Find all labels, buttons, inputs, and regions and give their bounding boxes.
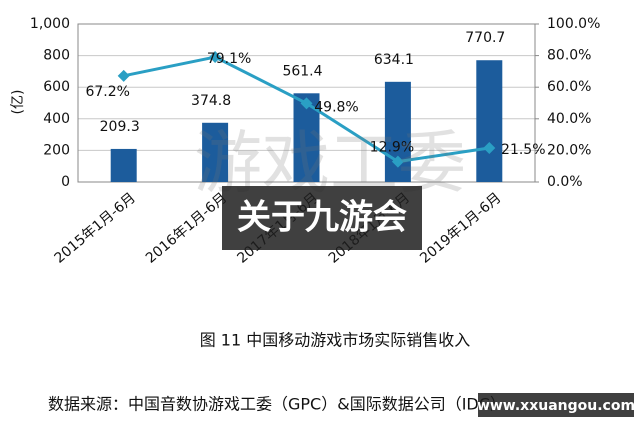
line-marker [300, 97, 313, 110]
y-tick-label: 600 [43, 79, 70, 95]
source: 数据来源：中国音数协游戏工委（GPC）&国际数据公司（IDC） [48, 395, 506, 414]
line-marker [391, 155, 404, 168]
banner-text: 关于九游会 [237, 198, 407, 238]
y-tick-label: 400 [43, 111, 70, 127]
bar [476, 60, 503, 182]
y2-tick-label: 60.0% [547, 79, 591, 95]
y-axis-label: (亿) [10, 90, 26, 115]
y2-tick-label: 20.0% [547, 142, 591, 158]
line-marker [483, 142, 496, 155]
y2-tick-label: 0.0% [547, 174, 583, 190]
bar-label: 770.7 [465, 30, 505, 46]
bar-label: 374.8 [191, 93, 231, 109]
line-label: 49.8% [314, 99, 358, 115]
y-tick-label: 800 [43, 48, 70, 64]
line-label: 79.1% [207, 51, 251, 67]
y-tick-label: 1,000 [30, 16, 70, 32]
line-label: 12.9% [370, 140, 414, 156]
bar-label: 634.1 [374, 52, 414, 68]
line-label: 67.2% [85, 84, 129, 100]
y-tick-label: 200 [43, 142, 70, 158]
bar [202, 122, 229, 182]
y2-tick-label: 100.0% [547, 16, 600, 32]
banner-box [222, 186, 422, 250]
website-box [478, 393, 634, 417]
line-marker [117, 69, 130, 82]
line-label: 21.5% [501, 142, 545, 158]
y2-tick-label: 80.0% [547, 48, 591, 64]
y2-tick-label: 40.0% [547, 111, 591, 127]
x-tick-label: 2015年1月-6月 [52, 190, 139, 267]
caption: 图 11 中国移动游戏市场实际销售收入 [200, 331, 471, 350]
bar-label: 561.4 [282, 63, 322, 79]
y-tick-label: 0 [61, 174, 70, 190]
bar [110, 148, 137, 182]
website: www.xxuangou.com [477, 398, 635, 414]
line-marker [209, 51, 222, 64]
bar-label: 209.3 [100, 119, 140, 135]
